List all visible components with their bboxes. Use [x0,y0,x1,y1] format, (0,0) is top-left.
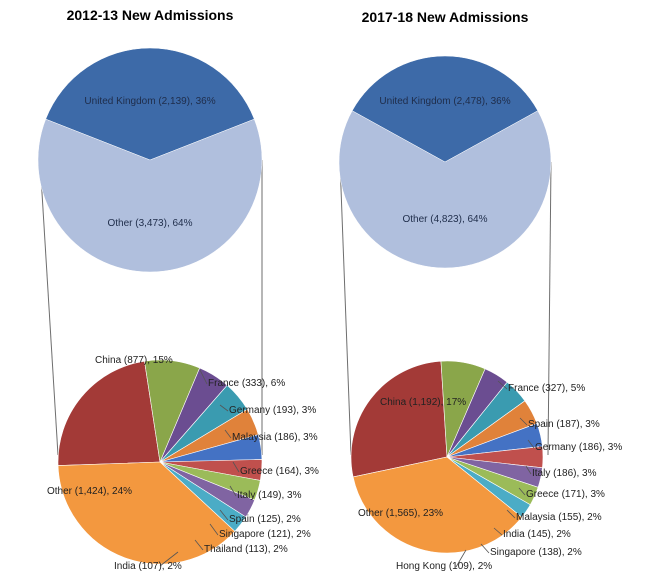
leader-line [219,509,229,521]
leader-line [525,465,532,475]
leader-line [519,417,528,426]
leader-line [224,429,232,439]
bottom-pie-label-italy: Italy (149), 3% [237,490,302,501]
top-pie-label-other: Other (3,473), 64% [107,218,192,229]
top-pie-slice-other [338,110,552,269]
leader-line [506,509,516,519]
connector-line [39,159,59,456]
leader-line [480,543,490,554]
bottom-pie-label-singapore: Singapore (121), 2% [219,529,311,540]
leader-line [199,369,208,385]
bottom-pie-label-greece: Greece (171), 3% [526,489,605,500]
bottom-pie-label-spain: Spain (125), 2% [229,514,301,525]
bottom-pie-label-malaysia: Malaysia (155), 2% [516,512,602,523]
leader-line [232,461,240,473]
top-pie-label-united-kingdom: United Kingdom (2,139), 36% [84,96,215,107]
leader-line [159,551,179,567]
pie-of-pie-2012-13: United Kingdom (2,139), 36% Other (3,473)… [37,47,319,572]
top-pie-slice-united-kingdom [351,55,539,163]
top-pie-label-other: Other (4,823), 64% [402,214,487,225]
bottom-pie-label-india: India (145), 2% [503,529,571,540]
pie-of-pie-2017-18: United Kingdom (2,478), 36% Other (4,823)… [338,55,622,572]
top-pie-slice-united-kingdom [45,47,255,161]
bottom-pie-label-france: France (333), 6% [208,378,285,389]
bottom-pie-label-thailand: Thailand (113), 2% [204,544,288,555]
bottom-pie-slice-other [57,461,236,565]
bottom-pie-label-singapore: Singapore (138), 2% [490,547,582,558]
leader-line [209,523,219,536]
chart-title-2017-18: 2017-18 New Admissions [362,9,529,25]
connector-line [339,161,352,456]
bottom-pie-slice-other [352,456,523,554]
bottom-pie-slice-china [350,360,448,478]
leader-line [497,380,508,390]
bottom-pie-label-other: Other (1,565), 23% [358,508,443,519]
bottom-pie-label-germany: Germany (186), 3% [535,442,622,453]
bottom-pie-label-malaysia: Malaysia (186), 3% [232,432,318,443]
top-pie-label-united-kingdom: United Kingdom (2,478), 36% [379,96,510,107]
leader-line [229,485,237,497]
connector-line [547,161,552,456]
leader-line [455,549,467,568]
bottom-pie-label-china: China (1,192), 17% [380,397,466,408]
bottom-pie-label-italy: Italy (186), 3% [532,468,597,479]
bottom-pie-label-spain: Spain (187), 3% [528,419,600,430]
bottom-pie-label-china: China (877), 15% [95,355,173,366]
bottom-pie-label-greece: Greece (164), 3% [240,466,319,477]
bottom-pie-label-other: Other (1,424), 24% [47,486,132,497]
bottom-pie-label-hong-kong: Hong Kong (109), 2% [396,561,492,572]
top-pie-slice-other [37,118,263,273]
bottom-pie-label-france: France (327), 5% [508,383,585,394]
bottom-pie-slice-china [57,360,161,466]
chart-title-2012-13: 2012-13 New Admissions [67,7,234,23]
bottom-pie-label-germany: Germany (193), 3% [229,405,316,416]
leader-line [219,404,229,412]
leader-line [194,539,204,551]
leader-line [527,439,535,449]
leader-line [493,527,503,536]
bottom-pie-label-india: India (107), 2% [114,561,182,572]
leader-line [518,487,526,496]
